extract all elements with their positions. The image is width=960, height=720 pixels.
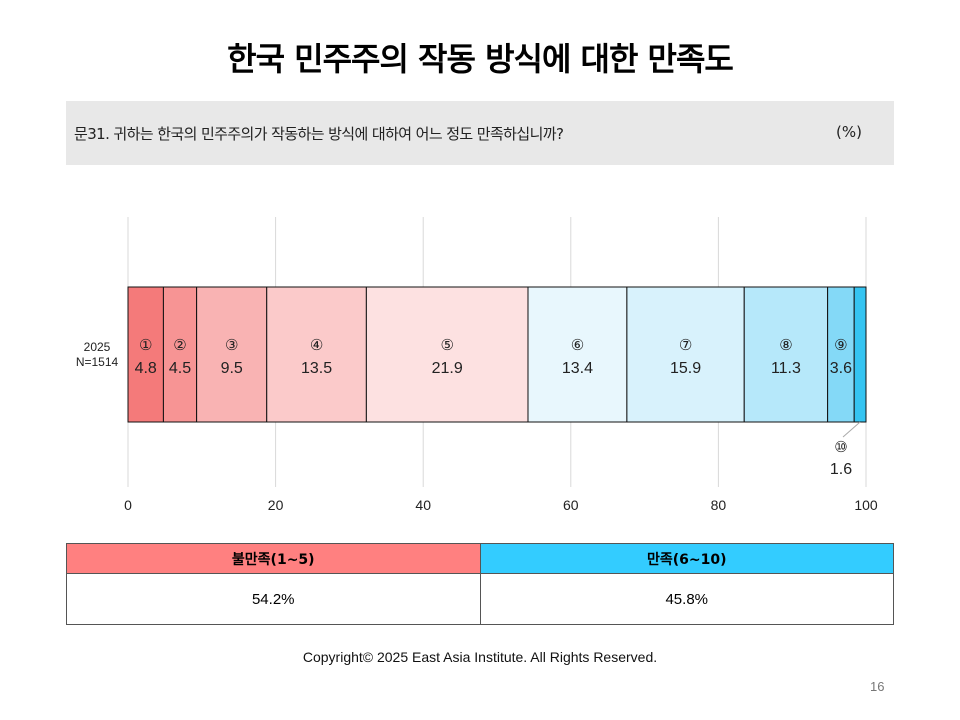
data-label: 4.8 bbox=[135, 360, 157, 377]
x-tick-label: 40 bbox=[415, 497, 431, 513]
category-label: 2025 bbox=[84, 340, 111, 354]
x-tick-label: 60 bbox=[563, 497, 579, 513]
unit-label: (%) bbox=[836, 123, 862, 141]
question-text: 문31. 귀하는 한국의 민주주의가 작동하는 방식에 대하여 어느 정도 만족… bbox=[74, 125, 564, 143]
summary-table: 불만족(1~5) 만족(6~10) 54.2% 45.8% bbox=[66, 543, 894, 625]
dissatisfied-header: 불만족(1~5) bbox=[66, 543, 481, 574]
summary-header-row: 불만족(1~5) 만족(6~10) bbox=[66, 543, 894, 574]
segment-number-label: ④ bbox=[310, 336, 323, 354]
x-axis: 0 20 40 60 80 100 bbox=[124, 497, 878, 513]
x-tick-label: 0 bbox=[124, 497, 132, 513]
data-label: 1.6 bbox=[830, 461, 852, 478]
data-label: 13.5 bbox=[301, 360, 332, 377]
data-label: 9.5 bbox=[221, 360, 243, 377]
bar-segment bbox=[527, 286, 628, 423]
segment-number-label: ⑤ bbox=[440, 336, 453, 354]
bar-segments: ① 4.8 ② 4.5 ③ 9.5 ④ 13.5 ⑤ 21.9 ⑥ 13.4 ⑦ 15.9 ⑧ 11.3 ⑨ 3.… bbox=[127, 286, 867, 478]
page-title: 한국 민주주의 작동 방식에 대한 만족도 bbox=[227, 40, 734, 78]
bar-segment bbox=[196, 286, 268, 423]
data-label: 21.9 bbox=[432, 360, 463, 377]
question-box: 문31. 귀하는 한국의 민주주의가 작동하는 방식에 대하여 어느 정도 만족… bbox=[66, 101, 894, 165]
bar-segment bbox=[365, 286, 529, 423]
leader-line bbox=[842, 421, 861, 438]
segment-number-label: ⑨ bbox=[834, 336, 847, 354]
bar-segment bbox=[127, 286, 164, 423]
segment-number-label: ⑥ bbox=[571, 336, 584, 354]
data-label: 3.6 bbox=[830, 360, 852, 377]
x-tick-label: 100 bbox=[854, 497, 878, 513]
page-number: 16 bbox=[870, 679, 885, 694]
dissatisfied-value: 54.2% bbox=[66, 573, 481, 625]
segment-number-label: ⑩ bbox=[834, 438, 847, 456]
copyright-footer: Copyright© 2025 East Asia Institute. All… bbox=[302, 649, 658, 665]
category-label: N=1514 bbox=[76, 355, 119, 369]
segment-number-label: ① bbox=[139, 336, 152, 354]
segment-number-label: ② bbox=[173, 336, 186, 354]
summary-value-row: 54.2% 45.8% bbox=[66, 573, 894, 625]
bar-segment bbox=[626, 286, 745, 423]
data-label: 4.5 bbox=[169, 360, 191, 377]
bar-segment bbox=[266, 286, 367, 423]
satisfied-value: 45.8% bbox=[479, 573, 894, 625]
data-label: 15.9 bbox=[670, 360, 701, 377]
x-tick-label: 80 bbox=[711, 497, 727, 513]
bar-segment bbox=[827, 286, 855, 423]
segment-number-label: ⑧ bbox=[779, 336, 792, 354]
bar-segment bbox=[743, 286, 829, 423]
bar-segment bbox=[162, 286, 198, 423]
segment-number-label: ③ bbox=[225, 336, 238, 354]
segment-number-label: ⑦ bbox=[679, 336, 692, 354]
satisfied-header: 만족(6~10) bbox=[479, 543, 894, 574]
x-tick-label: 20 bbox=[268, 497, 284, 513]
bar-segment bbox=[853, 286, 867, 423]
data-label: 11.3 bbox=[771, 360, 801, 377]
data-label: 13.4 bbox=[562, 360, 593, 377]
